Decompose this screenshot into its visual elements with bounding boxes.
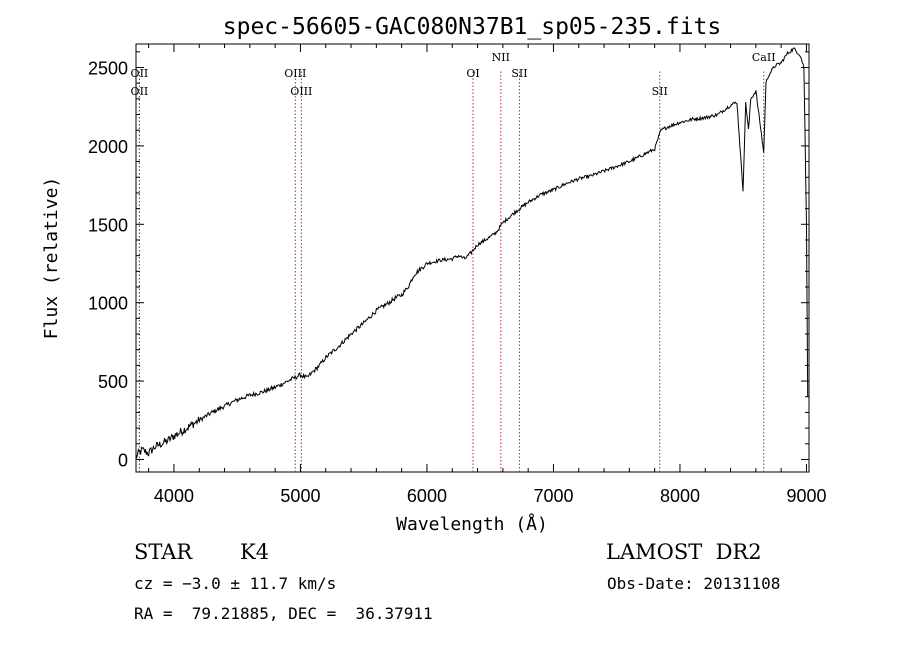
x-tick-label: 9000 [786,486,826,506]
emission-line-label: CaII [752,51,776,64]
emission-line-label: OI [466,67,479,80]
emission-line-label: OII [131,85,149,98]
emission-line-label: OII [131,67,149,80]
emission-line-label: SII [511,67,527,80]
emission-line-label: OIII [284,67,306,80]
emission-line-label: OIII [290,85,312,98]
x-tick-label: 4000 [154,486,194,506]
coordinates: RA = 79.21885, DEC = 36.37911 [134,604,433,623]
x-tick-label: 8000 [660,486,700,506]
chart-title: spec-56605-GAC080N37B1_sp05-235.fits [223,14,722,40]
emission-line-label: NII [492,51,510,64]
y-tick-label: 2000 [88,137,128,157]
axes-layer: 4000 5000 6000 7000 8000 9000 0 500 1000 1500 2000… [88,44,826,506]
emission-line-label: SII [652,85,668,98]
x-tick-label: 5000 [280,486,320,506]
y-tick-label: 500 [98,372,128,392]
x-tick-label: 6000 [407,486,447,506]
observation-date: Obs-Date: 20131108 [607,574,781,593]
y-tick-label: 0 [118,450,128,470]
series-layer [135,47,809,459]
y-tick-label: 1500 [88,215,128,235]
survey-name: LAMOST DR2 [606,540,762,564]
spectrum-line [135,47,809,459]
subclass: K4 [240,540,270,564]
object-class: STAR [134,540,193,564]
plot-frame [135,43,810,473]
y-tick-label: 1000 [88,294,128,314]
y-axis-label: Flux (relative) [41,177,62,340]
x-tick-label: 7000 [533,486,573,506]
redshift-velocity: cz = −3.0 ± 11.7 km/s [134,574,337,593]
x-axis-label: Wavelength (Å) [396,513,548,535]
y-tick-label: 2500 [88,59,128,79]
